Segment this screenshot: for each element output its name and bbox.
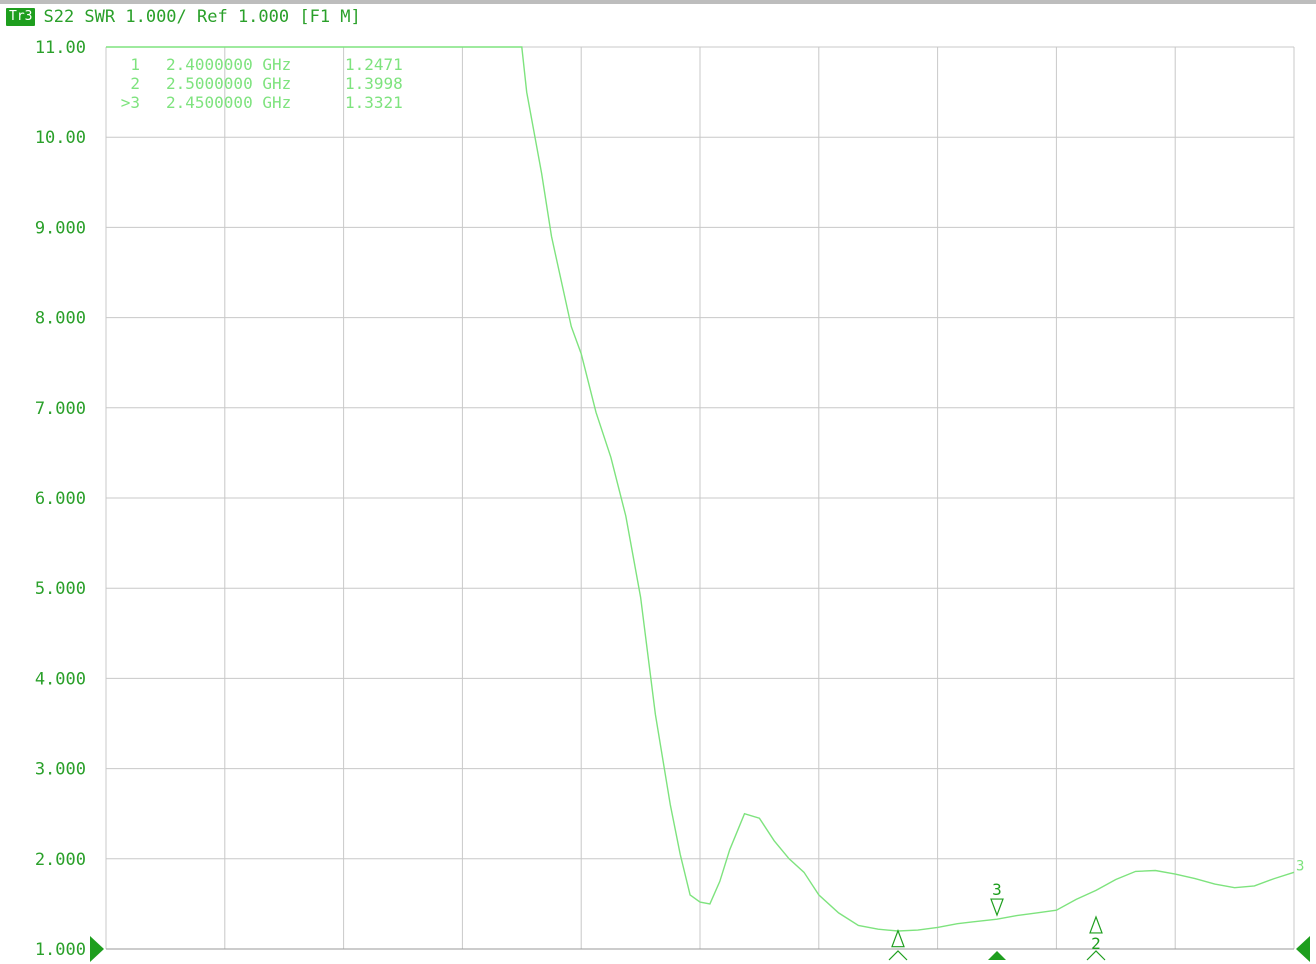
marker-layer: 23	[888, 880, 1106, 961]
trace-layer: 3	[106, 46, 1304, 932]
grid	[105, 46, 1295, 950]
marker-3-stimulus-marker	[988, 951, 1006, 960]
marker-2-stimulus-marker	[1086, 950, 1106, 961]
y-tick-label: 2.000	[35, 850, 86, 870]
marker-table-id: 2	[130, 74, 140, 93]
edge-indicators	[90, 936, 1310, 962]
y-tick-label: 7.000	[35, 399, 86, 419]
marker-1-triangle	[891, 929, 905, 948]
right-reference-arrow	[1296, 936, 1310, 962]
y-tick-label: 1.000	[35, 940, 86, 960]
trace-badge[interactable]: Tr3	[6, 8, 36, 26]
trace-info: S22 SWR 1.000/ Ref 1.000 [F1 M]	[43, 7, 361, 27]
trace-header: Tr3 S22 SWR 1.000/ Ref 1.000 [F1 M]	[6, 7, 361, 27]
marker-table-value: 1.3998	[345, 74, 403, 93]
marker-1-stimulus-marker	[888, 950, 908, 961]
marker-2-label: 2	[1091, 934, 1101, 953]
y-tick-label: 5.000	[35, 579, 86, 599]
marker-3-triangle	[990, 898, 1004, 917]
marker-table-value: 1.2471	[345, 55, 403, 74]
left-reference-arrow	[90, 936, 104, 962]
marker-table-frequency: 2.5000000 GHz	[166, 74, 291, 93]
marker-3-label: 3	[992, 880, 1002, 899]
y-tick-label: 4.000	[35, 669, 86, 689]
y-tick-label: 6.000	[35, 489, 86, 509]
marker-2-triangle	[1089, 915, 1103, 934]
marker-table-value: 1.3321	[345, 93, 403, 112]
y-tick-labels: 11.00 10.00 9.000 8.000 7.000 6.000 5.000 4.000…	[35, 38, 86, 960]
marker-table-frequency: 2.4500000 GHz	[166, 93, 291, 112]
y-tick-label: 10.00	[35, 128, 86, 148]
marker-table-frequency: 2.4000000 GHz	[166, 55, 291, 74]
trace-line	[106, 46, 1295, 932]
y-tick-label: 3.000	[35, 760, 86, 780]
marker-table-id: 1	[130, 55, 140, 74]
top-border	[0, 0, 1316, 4]
marker-table: 1 2.4000000 GHz 1.2471 2 2.5000000 GHz 1.3998…	[121, 55, 403, 112]
trace-end-label: 3	[1296, 858, 1304, 874]
y-tick-label: 8.000	[35, 309, 86, 329]
y-tick-label: 11.00	[35, 38, 86, 58]
marker-table-id: >3	[121, 93, 140, 112]
y-tick-label: 9.000	[35, 218, 86, 238]
